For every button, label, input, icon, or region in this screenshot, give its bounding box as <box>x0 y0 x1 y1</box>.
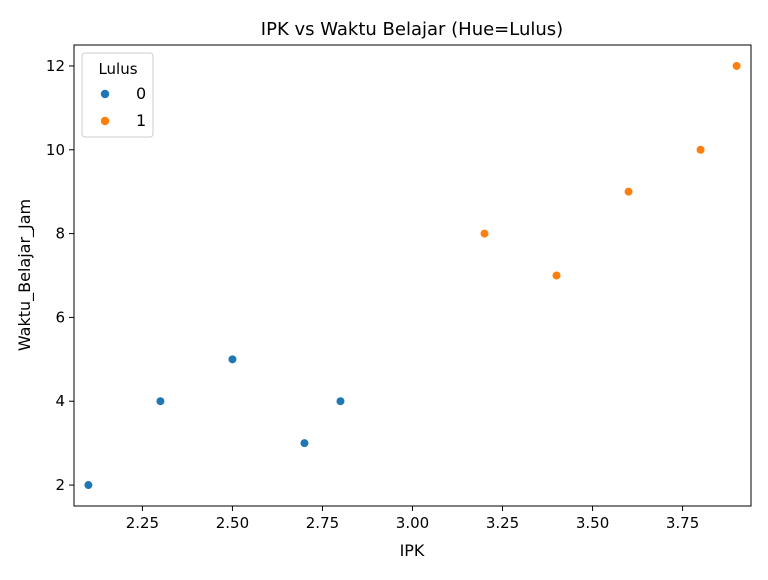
data-point-series-0 <box>299 438 310 448</box>
x-axis-label: IPK <box>400 541 425 560</box>
x-tick-label: 3.75 <box>666 514 699 532</box>
legend-label-series-1: 1 <box>136 111 146 130</box>
x-tick-label: 2.50 <box>216 514 249 532</box>
x-tick-label: 2.25 <box>126 514 159 532</box>
data-point-series-1 <box>731 61 742 71</box>
data-point-series-0 <box>227 354 238 364</box>
data-points <box>83 61 742 490</box>
legend: Lulus 0 1 <box>81 52 154 138</box>
legend-label-series-0: 0 <box>136 84 146 103</box>
data-point-series-0 <box>83 480 94 490</box>
y-tick-label: 2 <box>55 476 65 494</box>
chart-title: IPK vs Waktu Belajar (Hue=Lulus) <box>261 19 563 40</box>
data-point-series-1 <box>695 145 706 155</box>
y-tick-label: 6 <box>55 308 65 326</box>
x-tick-label: 3.50 <box>576 514 609 532</box>
x-tick-label: 2.75 <box>306 514 339 532</box>
data-point-series-0 <box>335 396 346 406</box>
data-point-series-0 <box>155 396 166 406</box>
y-tick-label: 8 <box>55 225 65 243</box>
y-tick-label: 10 <box>46 141 65 159</box>
x-axis: 2.25 2.50 2.75 3.00 3.25 3.50 3.75 <box>126 506 699 532</box>
data-point-series-1 <box>551 270 562 281</box>
y-tick-label: 12 <box>46 57 65 75</box>
y-axis-label: Waktu_Belajar_Jam <box>15 199 35 351</box>
data-point-series-1 <box>479 228 490 239</box>
legend-title: Lulus <box>98 60 137 78</box>
y-tick-label: 4 <box>55 392 65 410</box>
legend-box <box>81 52 154 138</box>
legend-marker-series-1 <box>100 116 110 126</box>
x-tick-label: 3.00 <box>396 514 429 532</box>
x-tick-label: 3.25 <box>486 514 519 532</box>
data-point-series-1 <box>623 187 634 197</box>
legend-marker-series-0 <box>100 89 110 99</box>
y-axis: 2 4 6 8 10 12 <box>46 57 74 494</box>
